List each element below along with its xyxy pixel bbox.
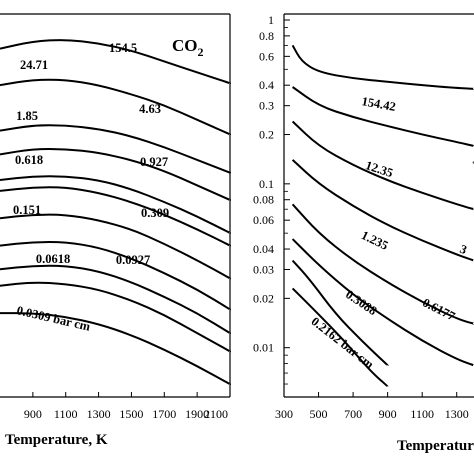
left-x-tick-label-0: 900 (24, 407, 42, 421)
contour-label-1-85: 1.85 (16, 109, 38, 123)
contour-label-3-lower: 3 (458, 242, 469, 257)
left-contour-line-7 (0, 240, 232, 311)
left-contour-line-8 (0, 264, 232, 335)
contour-label-0-0927: 0.0927 (116, 253, 150, 267)
right-y-tick-label-1: 0.8 (259, 29, 274, 43)
right-contour-line-0 (291, 44, 474, 90)
left-x-tick-label-6: 2100 (204, 407, 228, 421)
contour-label-0-3088: 0.3088 (343, 287, 379, 318)
left-x-tick-label-5: 1900 (185, 407, 209, 421)
right-y-tick-label-3: 0.4 (259, 78, 274, 92)
right-contour-line-5 (291, 238, 474, 367)
contour-label-0-618: 0.618 (15, 153, 43, 167)
left-x-tick-label-2: 1300 (87, 407, 111, 421)
right-contour-line-6 (291, 259, 389, 367)
left-x-axis-label: Temperature, K (5, 432, 108, 448)
contour-label-0-0309-bar-cm: 0.0309 bar cm (15, 303, 92, 334)
right-x-tick-label-3: 900 (379, 407, 397, 421)
right-y-tick-label-4: 0.3 (259, 99, 274, 113)
left-contour-line-5 (0, 186, 232, 247)
left-contour-line-10 (0, 312, 232, 386)
left-contour-line-1 (0, 78, 232, 136)
left-contour-line-4 (0, 175, 232, 234)
left-x-tick-label-4: 1700 (152, 407, 176, 421)
right-y-tick-label-9: 0.04 (253, 242, 274, 256)
right-y-tick-label-5: 0.2 (259, 128, 274, 142)
right-contour-line-3 (291, 159, 474, 262)
contour-label-154-5: 154.5 (109, 41, 137, 55)
right-contour-lines (291, 44, 474, 388)
right-y-tick-label-11: 0.02 (253, 291, 274, 305)
right-contour-line-1 (292, 86, 474, 148)
contour-label-154-42: 154.42 (361, 94, 397, 114)
left-x-tick-label-3: 1500 (119, 407, 143, 421)
right-y-tick-label-12: 0.01 (253, 341, 274, 355)
contour-label-4-63: 4.63 (139, 102, 161, 116)
right-y-tick-label-6: 0.1 (259, 177, 274, 191)
left-x-tick-label-1: 1100 (54, 407, 78, 421)
right-contour-line-7 (291, 287, 389, 388)
left-contour-line-0 (0, 39, 232, 85)
right-y-tick-label-8: 0.06 (253, 213, 274, 227)
right-contour-labels: 154.42 12.35 3 3 1.235 0.6177 0.3088 0.2… (309, 94, 474, 372)
right-contour-line-4 (291, 203, 474, 325)
right-x-tick-label-1: 500 (310, 407, 328, 421)
contour-label-0-309: 0.309 (141, 206, 169, 220)
contour-label-0-2162-bar-cm: 0.2162 bar cm (309, 314, 377, 372)
contour-label-0-6177: 0.6177 (420, 295, 457, 323)
right-y-tick-label-10: 0.03 (253, 263, 274, 277)
right-x-tick-label-4: 1100 (410, 407, 434, 421)
contour-label-0-151: 0.151 (13, 203, 41, 217)
right-y-ticks: 1 0.8 0.6 0.4 0.3 0.2 0.1 0.08 0.06 0.04 0.03 0.02 0… (253, 13, 290, 385)
left-contour-line-6 (0, 213, 232, 280)
contour-label-1-235: 1.235 (359, 228, 390, 253)
right-panel: 1 0.8 0.6 0.4 0.3 0.2 0.1 0.08 0.06 0.04 0.03 0.02 0… (253, 13, 474, 454)
left-contour-line-9 (0, 281, 232, 353)
contour-label-0-927: 0.927 (140, 155, 168, 169)
right-y-tick-label-0: 1 (268, 13, 274, 27)
left-contour-lines (0, 39, 232, 386)
left-contour-line-3 (0, 147, 232, 201)
right-x-tick-label-2: 700 (344, 407, 362, 421)
right-y-tick-label-7: 0.08 (253, 193, 274, 207)
contour-label-3-upper: 3 (471, 153, 474, 168)
right-y-tick-label-2: 0.6 (259, 49, 274, 63)
right-x-ticks: 300 500 700 900 1100 1300 (275, 392, 469, 421)
contour-label-24-71: 24.71 (20, 58, 48, 72)
right-x-tick-label-5: 1300 (445, 407, 469, 421)
left-chart-title: CO2 (172, 36, 204, 59)
right-x-axis-label: Temperature (397, 438, 474, 454)
right-contour-line-2 (291, 120, 474, 211)
right-x-tick-label-0: 300 (275, 407, 293, 421)
left-contour-line-2 (0, 124, 232, 174)
contour-label-0-0618: 0.0618 (36, 252, 70, 266)
